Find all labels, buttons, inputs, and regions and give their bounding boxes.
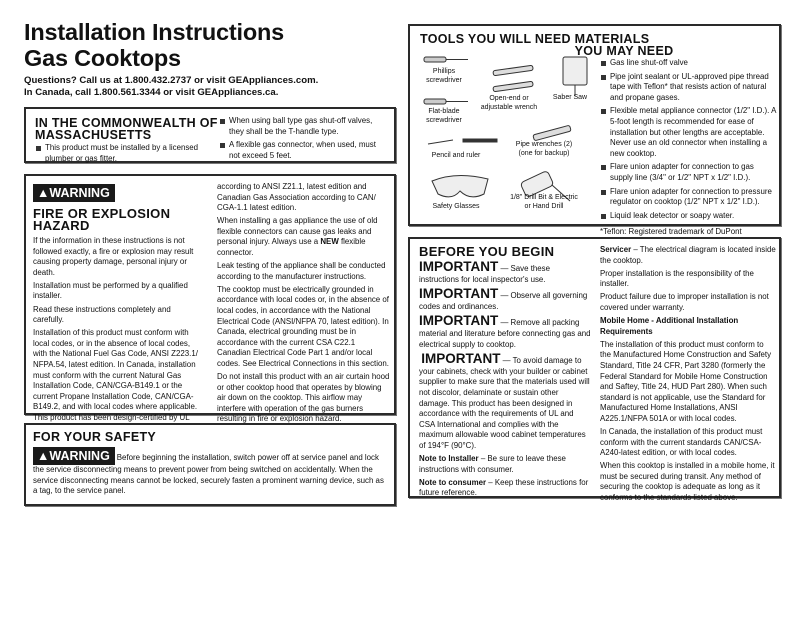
important-note: IMPORTANT — Observe all governing codes … — [419, 286, 588, 311]
contact-us: Questions? Call us at 1.800.432.2737 or … — [24, 75, 319, 86]
mobile-home-title: Mobile Home - Additional Installation Re… — [600, 316, 739, 336]
list-item: Liquid leak detector or soapy water. — [600, 211, 776, 222]
paragraph: Installation must be performed by a qual… — [33, 280, 188, 301]
drill-icon — [520, 171, 571, 202]
phillips-screwdriver-icon — [423, 56, 468, 63]
massachusetts-box: IN THE COMMONWEALTH OF MASSACHUSETTS Thi… — [24, 107, 396, 163]
list-item: When using ball type gas shut-off valves… — [219, 116, 389, 137]
tool-label: Pipe wrenches (2) (one for backup) — [515, 141, 573, 157]
paragraph: The installation of this product must co… — [600, 339, 772, 423]
safety-glasses-icon — [431, 175, 489, 198]
massachusetts-title: IN THE COMMONWEALTH OF MASSACHUSETTS — [35, 116, 218, 142]
paragraph: When this cooktop is installed in a mobi… — [600, 461, 775, 503]
list-item: Pipe joint sealant or UL-approved pipe t… — [600, 72, 776, 104]
hazard-title: FIRE OR EXPLOSION HAZARD — [33, 206, 171, 233]
document-header: Installation Instructions Gas Cooktops Q… — [24, 19, 318, 99]
safety-title: FOR YOUR SAFETY — [33, 430, 157, 444]
tools-materials-box: TOOLS YOU WILL NEED MATERIALS YOU MAY NE… — [408, 24, 781, 236]
teflon-footnote: *Teflon: Registered trademark of DuPont — [600, 227, 742, 237]
list-item: Flare union adapter for connection to ga… — [600, 162, 776, 183]
wrench-icon — [492, 64, 534, 92]
contact-canada: In Canada, call 1.800.561.3344 or visit … — [24, 87, 279, 98]
before-title: BEFORE YOU BEGIN — [419, 244, 555, 259]
tool-label: Safety Glasses — [432, 203, 480, 210]
paragraph: according to ANSI Z21.1, latest edition … — [217, 182, 376, 213]
pencil-ruler-icon — [427, 138, 498, 145]
before-you-begin-box: BEFORE YOU BEGIN IMPORTANT — Save these … — [408, 237, 781, 502]
paragraph: Proper installation is the responsibilit… — [600, 268, 754, 289]
tool-label: Phillips screwdriver — [426, 68, 462, 84]
important-note: IMPORTANT — To avoid damage to your cabi… — [419, 351, 590, 450]
note-installer: Note to Installer – Be sure to leave the… — [419, 454, 566, 474]
paragraph: Do not install this product with an air … — [217, 372, 390, 424]
tool-label: Open-end or adjustable wrench — [480, 95, 538, 111]
warning-badge: ▲WARNING — [33, 184, 115, 202]
tools-title: TOOLS YOU WILL NEED MATERIALS YOU MAY NE… — [420, 32, 674, 58]
list-item: A flexible gas connector, when used, mus… — [219, 140, 389, 161]
title-line-1: Installation Instructions — [24, 19, 285, 45]
important-note: IMPORTANT — Save these instructions for … — [419, 259, 551, 284]
tool-label: Flat-blade screwdriver — [426, 108, 462, 124]
materials-list: Gas line shut-off valve Pipe joint seala… — [600, 58, 776, 240]
flat-blade-screwdriver-icon — [423, 98, 468, 105]
paragraph: In Canada, the installation of this prod… — [600, 427, 763, 458]
warning-triangle-icon: ▲ — [37, 449, 50, 463]
warning-badge: ▲WARNING — [33, 447, 115, 465]
paragraph: Product failure due to improper installa… — [600, 292, 769, 312]
paragraph: Installation of this product must confor… — [33, 328, 198, 422]
tool-label: Saber Saw — [552, 94, 588, 101]
list-item: Flare union adapter for connection to pr… — [600, 187, 776, 208]
paragraph: When installing a gas appliance the use … — [217, 216, 378, 258]
important-note: IMPORTANT — Remove all packing material … — [419, 313, 591, 349]
fire-warning-box: ▲WARNING FIRE OR EXPLOSION HAZARD If the… — [24, 174, 396, 423]
safety-box: FOR YOUR SAFETY ▲WARNING Before beginning… — [24, 423, 396, 506]
paragraph: If the information in these instructions… — [33, 236, 194, 277]
paragraph: Read these instructions completely and c… — [33, 304, 171, 325]
tool-label: Pencil and ruler — [431, 152, 481, 159]
list-item: Flexible metal appliance connector (1/2"… — [600, 106, 776, 159]
paragraph: The cooktop must be electrically grounde… — [217, 284, 389, 368]
warning-triangle-icon: ▲ — [37, 186, 50, 200]
list-item: Gas line shut-off valve — [600, 58, 776, 69]
tool-label: 1/8" Drill Bit & Electric or Hand Drill — [510, 194, 578, 210]
tool-illustrations — [423, 56, 588, 202]
pipe-wrench-icon — [532, 125, 572, 141]
list-item: This product must be installed by a lice… — [35, 143, 220, 164]
title-line-2: Gas Cooktops — [24, 45, 181, 71]
safety-text: ▲WARNING Before beginning the installatio… — [33, 447, 384, 496]
servicer-note: Servicer – The electrical diagram is loc… — [600, 245, 776, 265]
note-consumer: Note to consumer – Keep these instructio… — [419, 477, 589, 498]
saber-saw-icon — [562, 56, 588, 96]
paragraph: Leak testing of the appliance shall be c… — [217, 261, 386, 281]
